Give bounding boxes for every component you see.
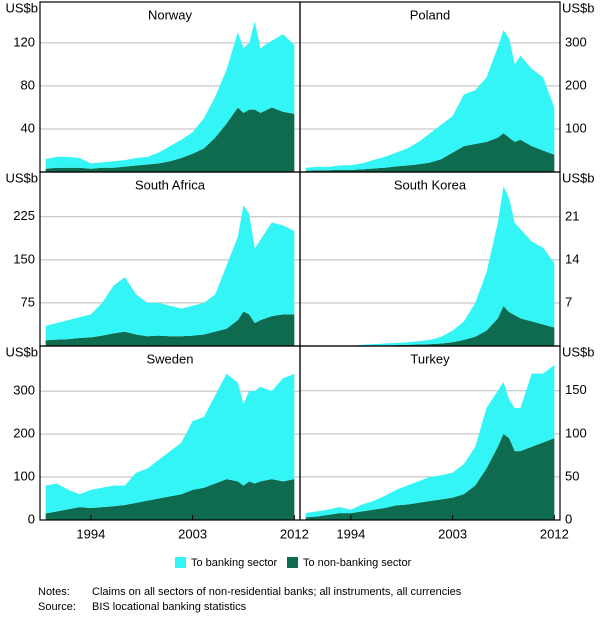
- x-tick-label: 1994: [336, 526, 365, 541]
- y-tick-label: 300: [13, 383, 35, 398]
- legend-swatch-nonbanking: [287, 557, 298, 568]
- source-text: BIS locational banking statistics: [92, 601, 247, 613]
- y-tick-label: 75: [21, 294, 35, 309]
- notes-text: Claims on all sectors of non-residential…: [92, 586, 462, 598]
- x-tick-label: 2003: [438, 526, 467, 541]
- axis-unit: US$b: [562, 0, 595, 15]
- area: [305, 306, 555, 346]
- axis-unit: US$b: [5, 170, 38, 185]
- y-tick-label: 80: [21, 77, 35, 92]
- panel-title: Norway: [148, 7, 193, 22]
- legend-swatch-banking: [175, 557, 186, 568]
- panel: 0 100 200 300 US$b Sweden 1994 2003 2012: [5, 344, 308, 541]
- y-tick-label: 300: [565, 34, 587, 49]
- axis-unit: US$b: [5, 0, 38, 15]
- area: [305, 133, 555, 172]
- panel-title: Turkey: [410, 351, 450, 366]
- area: [45, 479, 295, 520]
- y-tick-label: 40: [21, 120, 35, 135]
- y-tick-label: 100: [565, 120, 587, 135]
- y-tick-label: 0: [28, 511, 35, 526]
- axis-unit: US$b: [5, 344, 38, 359]
- y-tick-label: 200: [13, 426, 35, 441]
- area: [45, 373, 295, 514]
- area: [305, 29, 555, 171]
- panel: 40 80 120 US$b Norway: [5, 0, 301, 173]
- x-tick-label: 2003: [178, 526, 207, 541]
- panel-frame: [299, 345, 561, 521]
- area: [45, 21, 295, 169]
- x-tick-label: 2012: [540, 526, 569, 541]
- panel-title: Sweden: [147, 351, 194, 366]
- area: [305, 433, 555, 520]
- area: [45, 311, 295, 346]
- notes-label: Notes:: [38, 586, 70, 598]
- area: [45, 107, 295, 172]
- panel: 0 50 100 150 US$b Turkey 1994 2003 2012: [299, 344, 595, 541]
- panel-title: South Africa: [135, 177, 206, 192]
- panel-title: South Korea: [394, 177, 467, 192]
- axis-unit: US$b: [562, 170, 595, 185]
- area: [45, 205, 295, 341]
- y-tick-label: 0: [565, 511, 572, 526]
- y-tick-label: 7: [565, 294, 572, 309]
- y-tick-label: 100: [565, 425, 587, 440]
- y-tick-label: 14: [565, 251, 579, 266]
- panel: 75 150 225 US$b South Africa: [5, 170, 301, 347]
- y-tick-label: 225: [13, 208, 35, 223]
- x-tick-label: 2012: [280, 526, 309, 541]
- y-tick-label: 50: [565, 468, 579, 483]
- y-tick-label: 200: [565, 77, 587, 92]
- y-tick-label: 21: [565, 208, 579, 223]
- x-tick-label: 1994: [76, 526, 105, 541]
- area: [305, 364, 555, 518]
- y-tick-label: 150: [13, 251, 35, 266]
- legend-label: To banking sector: [191, 557, 278, 569]
- panel: 7 14 21 US$b South Korea: [299, 170, 595, 347]
- y-tick-label: 100: [13, 468, 35, 483]
- source-label: Source:: [38, 601, 76, 613]
- axis-unit: US$b: [562, 344, 595, 359]
- area: [305, 186, 555, 346]
- y-tick-label: 120: [13, 34, 35, 49]
- legend-label: To non-banking sector: [303, 557, 412, 569]
- y-tick-label: 150: [565, 382, 587, 397]
- panel-title: Poland: [410, 7, 450, 22]
- panel: 100 200 300 US$b Poland: [299, 0, 595, 173]
